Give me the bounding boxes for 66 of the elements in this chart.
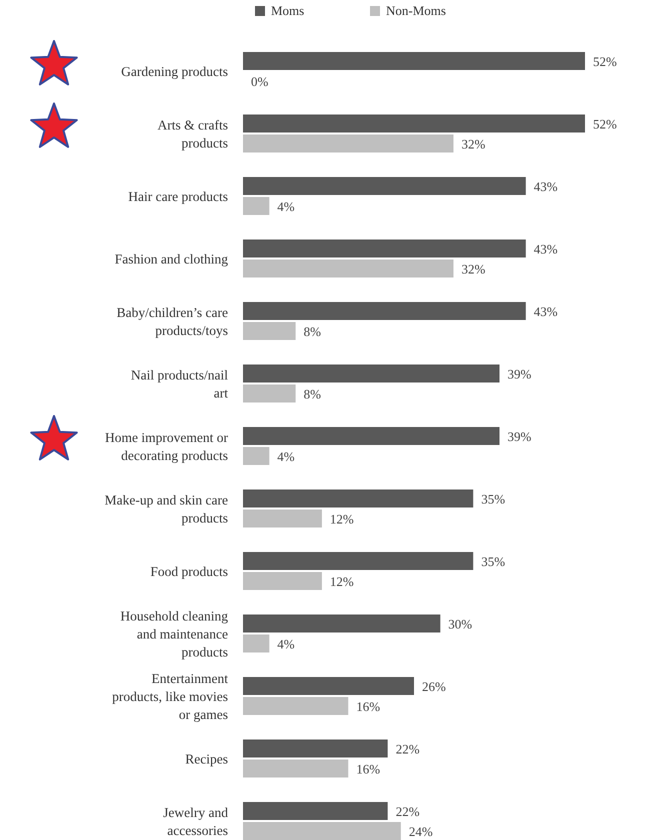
bar [243,822,401,840]
bar [243,384,296,402]
data-label: 24% [408,824,433,839]
data-label: 43% [534,242,558,256]
data-label: 35% [481,492,506,506]
bar [243,197,270,215]
bar [243,634,270,652]
legend-label: Non-Moms [386,3,446,18]
data-label: 39% [508,366,532,382]
y-tick-label: Fashion and clothing [114,252,228,266]
y-tick-label: Jewelry and accessories [163,805,228,838]
bar [243,760,348,778]
data-label: 8% [304,386,322,402]
y-tick-label: Food products [150,564,228,579]
data-label: 4% [277,449,295,464]
bar [243,490,474,508]
bar [243,52,585,70]
bar [243,740,388,758]
bar [243,114,585,132]
bar [243,240,526,258]
bar [243,802,388,820]
data-label: 4% [277,636,295,652]
data-label: 8% [304,324,322,339]
data-label: 0% [251,74,268,89]
legend-label: Moms [271,3,304,18]
data-label: 52% [593,54,617,69]
data-label: 32% [461,262,486,276]
data-label: 39% [508,429,532,444]
bar [243,677,414,695]
data-label: 16% [356,699,380,714]
y-tick-label: Baby/children’s care products/toys [116,305,228,338]
bar [243,552,474,570]
data-label: 52% [593,116,617,132]
data-label: 12% [330,574,354,589]
y-tick-label: Hair care products [128,189,228,204]
data-label: 35% [481,554,506,569]
data-label: 12% [330,512,354,526]
bar [243,177,526,195]
bar [243,260,454,278]
bar [243,364,500,382]
bar [243,697,348,715]
data-label: 22% [396,742,420,756]
bar [243,510,322,528]
data-label: 30% [448,616,472,632]
data-label: 43% [534,179,558,194]
y-tick-label: Home improvement or decorating products [105,430,228,463]
data-label: 26% [422,679,446,694]
y-tick-label: Household cleaning and maintenance products [120,608,228,660]
bar [243,322,296,340]
data-label: 43% [534,304,558,319]
data-label: 22% [396,804,420,819]
y-tick-label: Entertainment products, like movies or games [112,671,228,722]
data-label: 16% [356,762,380,776]
y-tick-label: Arts & crafts products [158,118,228,150]
y-tick-label: Recipes [185,752,228,766]
bar [243,134,454,152]
bar [243,447,270,465]
data-label: 32% [461,136,486,152]
bar [243,302,526,320]
y-tick-label: Make-up and skin care products [104,492,228,526]
y-tick-label: Gardening products [121,64,228,79]
bar [243,614,440,632]
bar [243,427,500,445]
y-tick-label: Nail products/nail art [130,368,228,400]
bar [243,572,322,590]
data-label: 4% [277,199,295,214]
